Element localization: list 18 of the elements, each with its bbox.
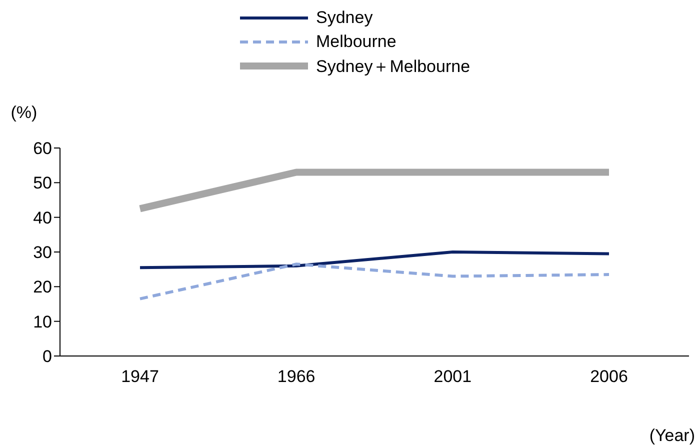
x-axis-title: (Year) — [649, 426, 695, 446]
x-tick-label: 2001 — [434, 367, 472, 386]
y-tick-label: 0 — [42, 347, 52, 366]
y-tick-label: 10 — [33, 312, 52, 332]
x-tick-label: 2006 — [590, 367, 628, 386]
line-series — [138, 250, 610, 270]
y-tick-label: 20 — [33, 278, 52, 297]
legend-label: Melbourne — [316, 32, 396, 52]
y-axis-title: (%) — [10, 103, 38, 122]
y-tick-label: 30 — [33, 243, 52, 262]
y-tick-label: 50 — [33, 174, 52, 193]
line-series — [138, 262, 610, 300]
y-tick-label: 40 — [33, 208, 52, 228]
legend-label: Sydney＋Melbourne — [316, 56, 470, 78]
x-tick-label: 1966 — [277, 367, 316, 386]
legend-label: Sydney — [316, 8, 373, 28]
x-tick-label: 1947 — [121, 367, 159, 386]
y-tick-label: 60 — [33, 139, 52, 158]
